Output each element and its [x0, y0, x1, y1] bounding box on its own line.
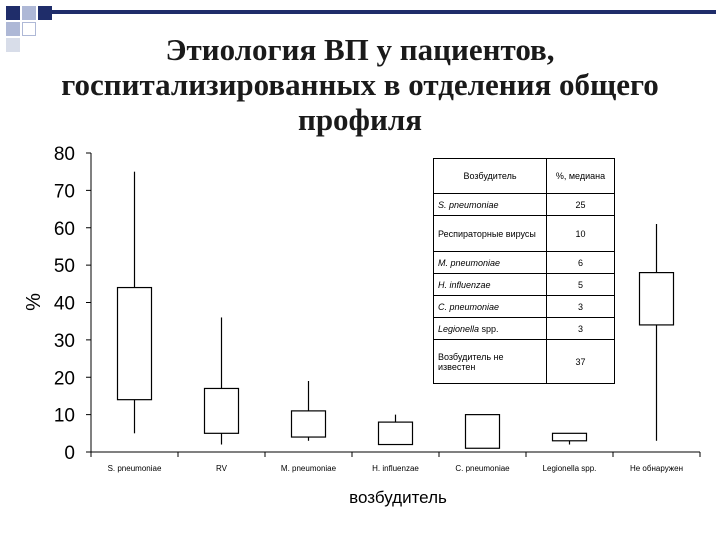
box-iqr [203, 387, 240, 434]
x-tick-label: M. pneumoniae [281, 464, 337, 473]
table-cell-median: 25 [546, 193, 615, 216]
box-iqr [290, 410, 327, 438]
table-cell-pathogen: Legionella spp. [433, 317, 547, 340]
y-tick-label: 60 [54, 219, 75, 240]
slide-title: Этиология ВП у пациентов, госпитализиров… [61, 32, 659, 137]
table-row: M. pneumoniae 6 [433, 251, 615, 274]
decor-square-2 [22, 6, 36, 20]
table-row: C. pneumoniae 3 [433, 295, 615, 318]
box-iqr [464, 414, 501, 449]
box-iqr [551, 432, 588, 442]
x-tick-label: S. pneumoniae [108, 464, 162, 473]
y-tick-label: 40 [54, 294, 75, 315]
decor-line [40, 10, 716, 14]
x-tick-label: C. pneumoniae [455, 464, 510, 473]
y-tick-label: 50 [54, 256, 75, 277]
y-axis-label: % [23, 293, 45, 311]
box-iqr [377, 421, 414, 446]
x-tick-label: Не обнаружен [630, 464, 683, 473]
table-cell-median: 3 [546, 295, 615, 318]
decor-square-4 [6, 22, 20, 36]
table-header-median: %, медиана [546, 158, 615, 194]
x-tick-label: Legionella spp. [543, 464, 597, 473]
table-cell-median: 3 [546, 317, 615, 340]
decor-square-1 [6, 6, 20, 20]
box-iqr [638, 272, 675, 326]
decor-square-6 [6, 38, 20, 52]
y-tick-label: 0 [64, 443, 75, 464]
table-row: Респираторные вирусы 10 [433, 215, 615, 252]
table-cell-median: 10 [546, 215, 615, 252]
y-tick-label: 80 [54, 144, 75, 165]
legionella-genus: Legionella [438, 323, 480, 334]
table-header-pathogen: Возбудитель [433, 158, 547, 194]
table-cell-pathogen: Возбудитель не известен [433, 339, 547, 384]
median-table: Возбудитель %, медиана S. pneumoniae 25 … [433, 158, 615, 384]
table-cell-pathogen: C. pneumoniae [433, 295, 547, 318]
x-tick-label: RV [216, 464, 228, 473]
y-tick-label: 20 [54, 368, 75, 389]
table-cell-median: 6 [546, 251, 615, 274]
table-row: H. influenzae 5 [433, 273, 615, 296]
table-cell-median: 5 [546, 273, 615, 296]
x-axis-label: возбудитель [349, 488, 447, 507]
table-row: Возбудитель не известен 37 [433, 339, 615, 384]
legionella-spp: spp. [479, 323, 499, 334]
box-iqr [116, 286, 153, 401]
x-tick-label: H. influenzae [372, 464, 419, 473]
y-tick-label: 30 [54, 331, 75, 352]
table-header-row: Возбудитель %, медиана [433, 158, 615, 194]
table-cell-median: 37 [546, 339, 615, 384]
y-tick-label: 10 [54, 406, 75, 427]
table-cell-pathogen: Респираторные вирусы [433, 215, 547, 252]
decor-square-5 [22, 22, 36, 36]
table-cell-pathogen: H. influenzae [433, 273, 547, 296]
table-row: Legionella spp. 3 [433, 317, 615, 340]
table-cell-pathogen: S. pneumoniae [433, 193, 547, 216]
table-row: S. pneumoniae 25 [433, 193, 615, 216]
y-tick-label: 70 [54, 181, 75, 202]
table-cell-pathogen: M. pneumoniae [433, 251, 547, 274]
